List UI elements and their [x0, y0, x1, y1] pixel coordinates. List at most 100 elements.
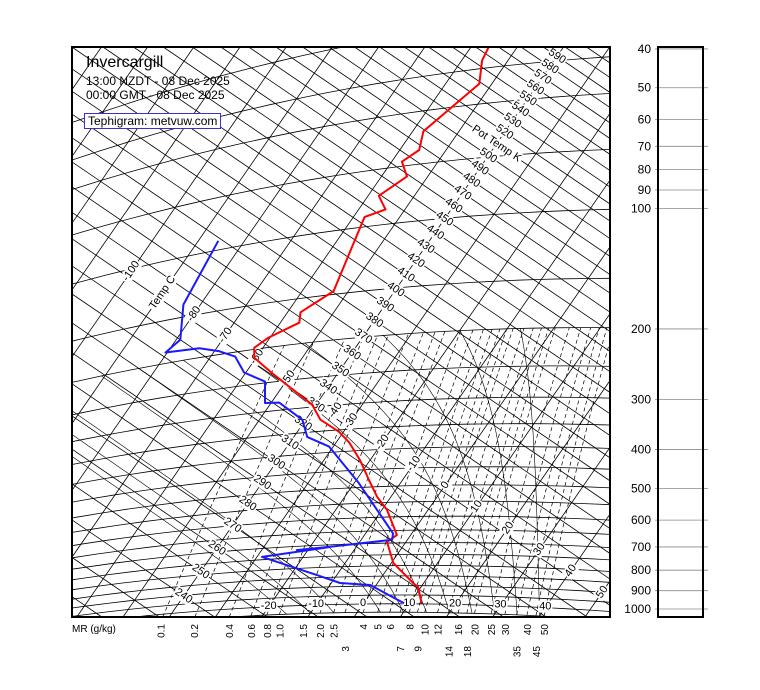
mixing-ratio-label: 0.1	[156, 624, 167, 638]
mixing-ratio-line	[504, 327, 582, 615]
mixing-ratio-line	[389, 329, 484, 613]
label-background	[402, 596, 417, 609]
dewpoint-profile-line	[164, 240, 405, 605]
theta-label: 370	[352, 326, 374, 346]
label-background	[372, 431, 393, 454]
label-background	[220, 514, 245, 537]
label-background	[468, 122, 525, 166]
isotherm-label-1000: -10	[308, 598, 324, 610]
saturated-adiabat-line	[304, 342, 473, 614]
pressure-label: 90	[638, 183, 652, 197]
mixing-ratio-axis-title: MR (g/kg)	[72, 624, 116, 635]
mixing-ratio-label: 35	[513, 646, 524, 658]
dry-adiabat-line	[72, 265, 588, 617]
isotherm-line	[72, 47, 287, 357]
pressure-label: 50	[638, 81, 652, 95]
isotherm-line	[353, 246, 610, 617]
label-background	[325, 399, 346, 422]
theta-label: 300	[265, 452, 287, 472]
isobar-line	[72, 500, 610, 533]
isotherm-line	[72, 47, 102, 90]
label-background	[250, 471, 275, 494]
mixing-ratio-label: 50	[540, 624, 551, 636]
label-background	[441, 195, 466, 217]
label-background	[459, 169, 484, 191]
isobar-line	[72, 327, 610, 383]
isotherm-line	[72, 47, 426, 558]
label-background	[215, 324, 236, 347]
mixing-ratio-label: 12	[434, 624, 445, 636]
mixing-ratio-line	[319, 332, 424, 614]
label-background	[593, 582, 610, 602]
pressure-axis: 40 50 60 70 80 90 100 200 300 400 500 600 700 800 900 1…	[624, 42, 708, 616]
label-background	[188, 560, 213, 583]
pressure-label: 100	[631, 201, 651, 215]
saturated-adiabat-line	[72, 456, 287, 615]
saturated-adiabat-line	[237, 351, 450, 613]
mixing-ratio-label: 1.0	[275, 624, 286, 638]
dry-adiabat-line	[586, 47, 610, 64]
dry-adiabat-line	[498, 47, 610, 124]
isotherm-line	[72, 47, 379, 491]
label-background	[499, 518, 517, 538]
theta-label: 270	[222, 515, 244, 535]
theta-label: 420	[405, 250, 427, 270]
label-background	[341, 410, 362, 432]
isobar-line	[72, 423, 610, 465]
label-background	[146, 272, 179, 313]
label-background	[373, 294, 397, 316]
mixing-ratio-label: 10	[421, 624, 432, 636]
dry-adiabat-line	[220, 47, 610, 313]
dry-adiabat-line	[102, 47, 610, 393]
mixing-ratio-line	[457, 327, 542, 614]
theta-label: 410	[395, 265, 417, 285]
isobar-line	[72, 484, 610, 519]
label-background	[545, 47, 569, 68]
mixing-ratio-label: 1.5	[299, 624, 310, 638]
mixing-ratio-label: 18	[463, 646, 474, 658]
dry-adiabat-line	[328, 47, 610, 239]
label-background	[307, 597, 326, 610]
pressure-axis-panel	[657, 46, 704, 618]
mixing-ratio-line	[466, 327, 550, 614]
label-background	[467, 497, 486, 516]
isotherm-line	[72, 47, 241, 291]
mixing-ratio-label: 2.5	[330, 624, 341, 638]
label-background	[304, 394, 328, 416]
theta-label: 360	[341, 343, 363, 363]
dry-adiabat-line	[72, 557, 160, 617]
isobar-line	[72, 446, 610, 485]
label-background	[278, 431, 302, 454]
label-background	[538, 600, 553, 613]
label-background	[184, 303, 205, 325]
mixing-ratio-line	[448, 328, 534, 613]
isotherm-label: -40	[326, 400, 345, 420]
isotherm-line	[72, 47, 333, 424]
plot-frame	[71, 46, 611, 618]
dry-adiabat-line	[520, 47, 610, 108]
mixing-ratio-label: 5	[374, 624, 385, 630]
pressure-label: 500	[631, 481, 651, 495]
dry-adiabat-line	[72, 415, 368, 617]
pressure-label: 900	[631, 584, 651, 598]
mixing-ratio-label: 3	[341, 646, 352, 652]
isobar-line	[72, 396, 610, 443]
saturated-adiabat-line	[383, 335, 495, 615]
mixing-ratio-line	[424, 328, 514, 613]
isotherm-label: 30	[531, 541, 548, 558]
credit-link[interactable]: Tephigram: metvuw.com	[84, 113, 222, 129]
dry-adiabat-line	[72, 293, 547, 617]
label-background	[492, 121, 517, 143]
label-background	[171, 585, 196, 607]
label-background	[383, 278, 408, 301]
saturated-adiabat-line	[520, 328, 540, 616]
pressure-label: 200	[631, 322, 651, 336]
isobar-line	[72, 208, 610, 285]
mixing-ratio-line	[474, 327, 556, 614]
mixing-ratio-line	[278, 334, 389, 615]
mixing-ratio-label: 0.8	[263, 624, 274, 638]
mixing-ratio-label: 20	[471, 624, 482, 636]
mixing-ratio-label: 40	[523, 624, 534, 636]
pressure-label: 1000	[624, 602, 651, 616]
isobar-line	[72, 277, 610, 342]
